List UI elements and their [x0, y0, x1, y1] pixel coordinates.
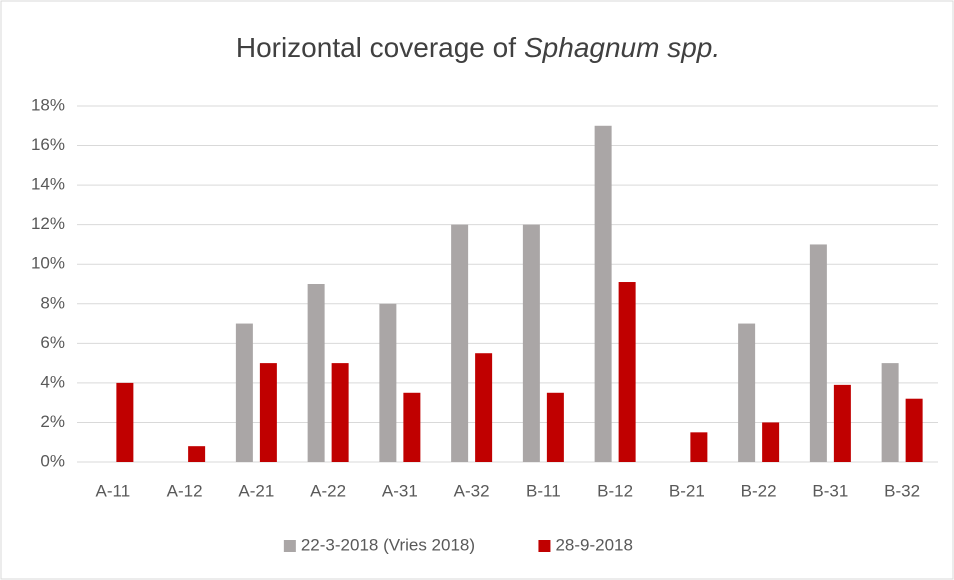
x-tick-label: A-22	[310, 481, 346, 500]
bar	[690, 432, 708, 462]
bar	[403, 392, 421, 462]
chart-title: Horizontal coverage of Sphagnum spp.	[236, 32, 720, 63]
y-tick-label: 10%	[31, 254, 65, 273]
y-tick-label: 8%	[40, 293, 65, 312]
bar	[809, 244, 827, 462]
bar	[546, 392, 564, 462]
x-tick-label: B-21	[669, 481, 705, 500]
bar	[738, 323, 756, 462]
bar	[762, 422, 780, 462]
bar	[259, 363, 277, 462]
bar	[475, 353, 493, 462]
x-tick-label: B-32	[884, 481, 920, 500]
bar	[618, 282, 636, 462]
x-tick-label: B-31	[812, 481, 848, 500]
legend-label: 22-3-2018 (Vries 2018)	[301, 535, 475, 554]
bar	[833, 384, 851, 462]
y-tick-label: 0%	[40, 451, 65, 470]
x-tick-label: A-32	[454, 481, 490, 500]
x-tick-label: A-21	[238, 481, 274, 500]
y-tick-label: 6%	[40, 333, 65, 352]
x-tick-label: B-11	[526, 481, 561, 500]
bar	[594, 125, 612, 463]
legend-swatch	[538, 540, 551, 552]
bar	[379, 303, 397, 462]
title-italic: Sphagnum spp.	[524, 32, 720, 63]
x-tick-label: B-22	[741, 481, 777, 500]
x-tick-label: A-12	[167, 481, 203, 500]
title-text: Horizontal coverage of	[236, 32, 516, 63]
x-tick-label: A-11	[96, 481, 131, 500]
bar	[188, 446, 206, 462]
bar	[881, 363, 899, 462]
bar	[522, 224, 540, 462]
y-tick-label: 14%	[31, 175, 65, 194]
legend-label: 28-9-2018	[555, 535, 633, 554]
y-tick-label: 16%	[31, 135, 65, 154]
bar	[307, 284, 325, 462]
y-tick-label: 2%	[40, 412, 65, 431]
x-tick-label: B-12	[597, 481, 633, 500]
bar	[905, 398, 923, 462]
bar	[235, 323, 253, 462]
bar	[451, 224, 469, 462]
legend-swatch	[283, 540, 296, 552]
y-tick-label: 4%	[40, 372, 65, 391]
bar	[116, 382, 134, 462]
y-tick-label: 12%	[31, 214, 65, 233]
x-tick-label: A-31	[382, 481, 418, 500]
bar	[331, 363, 349, 462]
y-tick-label: 18%	[31, 95, 65, 114]
